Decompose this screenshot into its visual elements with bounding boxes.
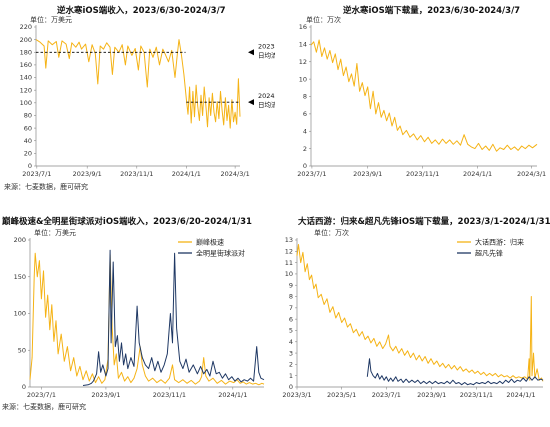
x-tick-label: 2023/9/1	[73, 170, 102, 178]
y-tick-label: 0	[22, 383, 26, 391]
unit-label: 单位：万美元	[30, 16, 72, 24]
y-tick-label: 6	[289, 315, 293, 323]
chart-p3: 0 50 100 150 200 2023/7/1 2023/9/1 2023/11/1 202…	[14, 236, 265, 399]
chart-p2: 0 2 4 6 8 10 12 14 16 2023/7/1 2023/9/1 2023/11/1 20…	[297, 23, 546, 178]
y-tick-label: 0	[28, 162, 32, 170]
reference-arrow	[248, 49, 254, 56]
x-tick-label: 2024/3/1	[221, 170, 250, 178]
x-tick-label: 2023/7/1	[22, 170, 51, 178]
y-tick-label: 8	[289, 293, 293, 301]
x-tick-label: 2023/7/1	[297, 170, 326, 178]
x-tick-label: 2023/7/1	[27, 391, 56, 399]
y-tick-label: 16	[299, 23, 307, 31]
unit-label: 单位：万美元	[34, 229, 76, 237]
reference-label: 日均流水:101	[258, 100, 275, 109]
series-line-大话西游：归来	[296, 244, 544, 382]
y-tick-label: 60	[24, 124, 32, 132]
x-tick-label: 2023/11/1	[120, 170, 153, 178]
y-tick-label: 40	[24, 137, 32, 145]
chart-title: 逆水寒iOS端收入，2023/6/30-2024/3/7	[57, 6, 226, 16]
chart-title: 逆水寒iOS端下载量，2023/6/30-2024/3/7	[343, 6, 521, 16]
y-tick-label: 8	[303, 93, 307, 101]
y-tick-label: 140	[20, 74, 32, 82]
y-tick-label: 160	[20, 61, 32, 69]
y-tick-label: 14	[299, 41, 307, 49]
legend-label: 全明星街球派对	[196, 249, 245, 258]
y-tick-label: 11	[285, 259, 293, 267]
y-tick-label: 12	[299, 58, 307, 66]
y-tick-label: 220	[20, 23, 32, 31]
legend-label: 巅峰极速	[196, 238, 224, 247]
y-tick-label: 10	[299, 75, 307, 83]
y-tick-label: 10	[285, 270, 293, 278]
y-tick-label: 13	[285, 236, 293, 244]
y-tick-label: 20	[24, 150, 32, 158]
reference-label: 日均流水180	[258, 50, 275, 59]
y-tick-label: 2	[303, 145, 307, 153]
y-tick-label: 6	[303, 110, 307, 118]
series-line-series-0	[310, 39, 538, 152]
x-tick-label: 2023/11/1	[460, 391, 493, 399]
y-tick-label: 200	[20, 36, 32, 44]
x-tick-label: 2023/9/1	[417, 391, 446, 399]
y-tick-label: 80	[24, 112, 32, 120]
y-tick-label: 100	[14, 310, 26, 318]
x-tick-label: 2023/5/1	[327, 391, 356, 399]
y-tick-label: 150	[14, 273, 26, 281]
source-label: 来源：七麦数据，鹿可研究	[2, 403, 86, 411]
unit-label: 单位：万次	[306, 16, 341, 24]
y-tick-label: 50	[18, 346, 26, 354]
series-line-超凡先锋	[366, 358, 544, 386]
y-tick-label: 100	[20, 99, 32, 107]
x-tick-label: 2023/7/1	[372, 391, 401, 399]
x-tick-label: 2023/3/1	[282, 391, 311, 399]
x-tick-label: 2023/11/1	[406, 170, 439, 178]
y-tick-label: 2	[289, 361, 293, 369]
x-tick-label: 2024/3/1	[517, 170, 546, 178]
legend-label: 大话西游：归来	[475, 238, 524, 247]
source-label: 来源：七麦数据，鹿可研究	[4, 183, 88, 191]
y-tick-label: 5	[289, 327, 293, 335]
y-tick-label: 4	[289, 338, 293, 346]
reference-arrow	[248, 99, 254, 106]
series-line-巅峰极速	[29, 252, 265, 386]
y-tick-label: 120	[20, 86, 32, 94]
x-tick-label: 2023/9/1	[353, 170, 382, 178]
chart-title: 巅峰极速&全明星街球派对iOS端收入，2023/6/20-2024/1/31	[2, 217, 252, 227]
series-line-series-0	[35, 39, 241, 129]
x-tick-label: 2024/1/1	[172, 170, 201, 178]
reference-label: 2024年	[258, 91, 275, 100]
chart-p1: 0 20 40 60 80 100 120 140 160 180 200 220 2023/7/1 20…	[20, 23, 275, 178]
y-tick-label: 200	[14, 236, 26, 244]
unit-label: 单位：万次	[314, 229, 349, 237]
reference-label: 2023年	[258, 41, 275, 50]
y-tick-label: 12	[285, 248, 293, 256]
y-tick-label: 0	[289, 383, 293, 391]
y-tick-label: 7	[289, 304, 293, 312]
y-tick-label: 0	[303, 162, 307, 170]
y-tick-label: 9	[289, 281, 293, 289]
series-line-全明星街球派对	[82, 249, 265, 386]
y-tick-label: 4	[303, 127, 307, 135]
chart-title: 大话西游：归来&超凡先锋iOS端下载量，2023/3/1-2024/1/31	[298, 217, 550, 227]
x-tick-label: 2024/1/1	[463, 170, 492, 178]
y-tick-label: 1	[289, 372, 293, 380]
x-tick-label: 2024/1/1	[506, 391, 535, 399]
legend-label: 超凡先锋	[475, 249, 503, 258]
y-tick-label: 3	[289, 349, 293, 357]
x-tick-label: 2024/1/1	[218, 391, 247, 399]
x-tick-label: 2023/11/1	[153, 391, 186, 399]
x-tick-label: 2023/9/1	[91, 391, 120, 399]
y-tick-label: 180	[20, 48, 32, 56]
